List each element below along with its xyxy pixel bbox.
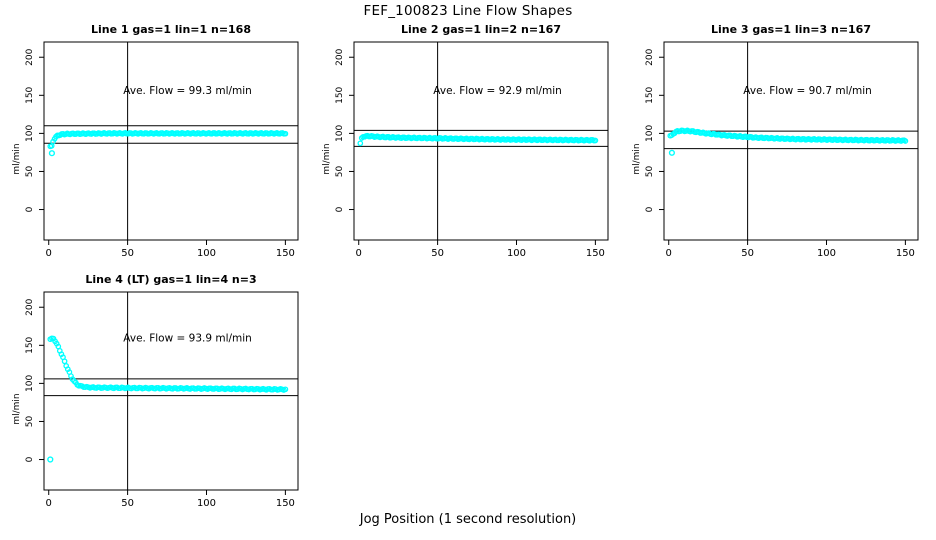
x-tick-label: 50 xyxy=(121,248,134,259)
y-tick-label: 150 xyxy=(335,86,345,103)
y-tick-label: 200 xyxy=(25,48,35,65)
outlier-point xyxy=(47,456,54,463)
x-axis: 0 50 100 150 xyxy=(666,240,915,259)
y-tick-label: 150 xyxy=(25,86,35,103)
figure-title: FEF_100823 Line Flow Shapes xyxy=(363,3,573,19)
subplot-line-1: Line 1 gas=1 lin=1 n=168 0 50 100 150 200 ml/m… xyxy=(8,20,316,272)
y-tick-label: 150 xyxy=(25,336,35,353)
y-axis-title: ml/min xyxy=(12,143,22,174)
data-points xyxy=(667,127,909,156)
x-tick-label: 50 xyxy=(121,498,134,509)
y-tick-label: 150 xyxy=(645,86,655,103)
plot-box xyxy=(663,41,919,241)
y-axis: 0 50 100 150 200 xyxy=(645,48,664,212)
x-tick-label: 50 xyxy=(431,248,444,259)
x-tick-label: 100 xyxy=(817,248,836,259)
x-axis: 0 50 100 150 xyxy=(46,490,295,509)
y-axis: 0 50 100 150 200 xyxy=(335,48,354,212)
outlier-point xyxy=(48,150,56,157)
y-tick-label: 50 xyxy=(25,165,35,177)
ave-flow-annotation: Ave. Flow = 90.7 ml/min xyxy=(743,85,872,97)
x-tick-label: 150 xyxy=(276,498,295,509)
x-tick-label: 100 xyxy=(197,498,216,509)
y-tick-label: 200 xyxy=(645,48,655,65)
y-tick-label: 0 xyxy=(645,206,655,212)
subplot-line-3: Line 3 gas=1 lin=3 n=167 0 50 100 150 200 ml/m… xyxy=(628,20,936,272)
x-tick-label: 0 xyxy=(666,248,672,259)
y-axis: 0 50 100 150 200 xyxy=(25,298,44,462)
plot-canvas: Line 4 (LT) gas=1 lin=4 n=3 0 50 100 150 200 m… xyxy=(12,273,299,509)
x-tick-label: 50 xyxy=(741,248,754,259)
y-tick-label: 100 xyxy=(645,125,655,142)
plot-canvas: Line 2 gas=1 lin=2 n=167 0 50 100 150 200 ml/m… xyxy=(322,23,609,259)
y-tick-label: 100 xyxy=(25,375,35,392)
subplot-line-2: Line 2 gas=1 lin=2 n=167 0 50 100 150 200 ml/m… xyxy=(318,20,626,272)
plot-box xyxy=(353,41,609,241)
subplot-title: Line 2 gas=1 lin=2 n=167 xyxy=(401,23,561,36)
y-tick-label: 200 xyxy=(25,298,35,315)
y-tick-label: 0 xyxy=(25,206,35,212)
x-tick-label: 150 xyxy=(586,248,605,259)
y-tick-label: 0 xyxy=(25,456,35,462)
plot-box xyxy=(43,291,299,491)
y-axis-title: ml/min xyxy=(12,393,22,424)
x-tick-label: 100 xyxy=(507,248,526,259)
x-axis: 0 50 100 150 xyxy=(46,240,295,259)
y-tick-label: 50 xyxy=(645,165,655,177)
ave-flow-annotation: Ave. Flow = 93.9 ml/min xyxy=(123,333,252,345)
y-axis-title: ml/min xyxy=(632,143,642,174)
x-tick-label: 150 xyxy=(276,248,295,259)
x-tick-label: 100 xyxy=(197,248,216,259)
x-tick-label: 0 xyxy=(46,498,52,509)
data-points xyxy=(357,132,599,147)
ave-flow-annotation: Ave. Flow = 99.3 ml/min xyxy=(123,85,252,97)
subplot-line-4-lt: Line 4 (LT) gas=1 lin=4 n=3 0 50 100 150 200 m… xyxy=(8,270,316,522)
y-tick-label: 200 xyxy=(335,48,345,65)
x-tick-label: 0 xyxy=(46,248,52,259)
x-axis: 0 50 100 150 xyxy=(356,240,605,259)
x-tick-label: 150 xyxy=(896,248,915,259)
data-points xyxy=(47,335,289,463)
plot-canvas: Line 1 gas=1 lin=1 n=168 0 50 100 150 200 ml/m… xyxy=(12,23,299,259)
subplot-title: Line 4 (LT) gas=1 lin=4 n=3 xyxy=(85,273,256,286)
y-tick-label: 100 xyxy=(25,125,35,142)
ave-flow-annotation: Ave. Flow = 92.9 ml/min xyxy=(433,85,562,97)
subplot-title: Line 1 gas=1 lin=1 n=168 xyxy=(91,23,251,36)
y-tick-label: 50 xyxy=(25,415,35,427)
x-axis-label: Jog Position (1 second resolution) xyxy=(359,512,577,527)
y-tick-label: 50 xyxy=(335,165,345,177)
y-tick-label: 0 xyxy=(335,206,345,212)
outlier-point xyxy=(668,149,676,156)
y-axis-title: ml/min xyxy=(322,143,332,174)
plot-box xyxy=(43,41,299,241)
subplot-title: Line 3 gas=1 lin=3 n=167 xyxy=(711,23,871,36)
x-tick-label: 0 xyxy=(356,248,362,259)
y-tick-label: 100 xyxy=(335,125,345,142)
data-points xyxy=(47,130,289,157)
y-axis: 0 50 100 150 200 xyxy=(25,48,44,212)
plot-canvas: Line 3 gas=1 lin=3 n=167 0 50 100 150 200 ml/m… xyxy=(632,23,919,259)
